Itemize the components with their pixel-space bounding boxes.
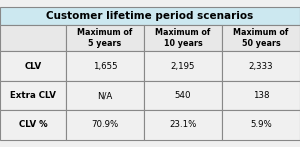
- Text: Extra CLV: Extra CLV: [10, 91, 56, 100]
- Bar: [0, 51, 66, 81]
- Text: Maximum of
5 years: Maximum of 5 years: [77, 28, 133, 48]
- Text: 2,333: 2,333: [249, 62, 273, 71]
- Bar: [66, 110, 144, 140]
- Text: Maximum of
10 years: Maximum of 10 years: [155, 28, 211, 48]
- Bar: [0, 25, 66, 51]
- Bar: [66, 81, 144, 110]
- Bar: [144, 81, 222, 110]
- Text: Maximum of
50 years: Maximum of 50 years: [233, 28, 289, 48]
- Text: CLV: CLV: [24, 62, 42, 71]
- Bar: [66, 25, 144, 51]
- Text: 23.1%: 23.1%: [169, 120, 197, 130]
- Bar: [222, 51, 300, 81]
- Text: 540: 540: [175, 91, 191, 100]
- Bar: [144, 25, 222, 51]
- Bar: [0, 7, 300, 25]
- Text: N/A: N/A: [98, 91, 112, 100]
- Bar: [66, 51, 144, 81]
- Bar: [0, 81, 66, 110]
- Text: 5.9%: 5.9%: [250, 120, 272, 130]
- Bar: [144, 110, 222, 140]
- Text: Customer lifetime period scenarios: Customer lifetime period scenarios: [46, 11, 253, 21]
- Text: 138: 138: [253, 91, 269, 100]
- Bar: [222, 81, 300, 110]
- Text: CLV %: CLV %: [19, 120, 47, 130]
- Text: 1,655: 1,655: [93, 62, 117, 71]
- Text: 70.9%: 70.9%: [92, 120, 118, 130]
- Bar: [222, 25, 300, 51]
- Bar: [144, 51, 222, 81]
- Text: 2,195: 2,195: [171, 62, 195, 71]
- Bar: [0, 110, 66, 140]
- Bar: [222, 110, 300, 140]
